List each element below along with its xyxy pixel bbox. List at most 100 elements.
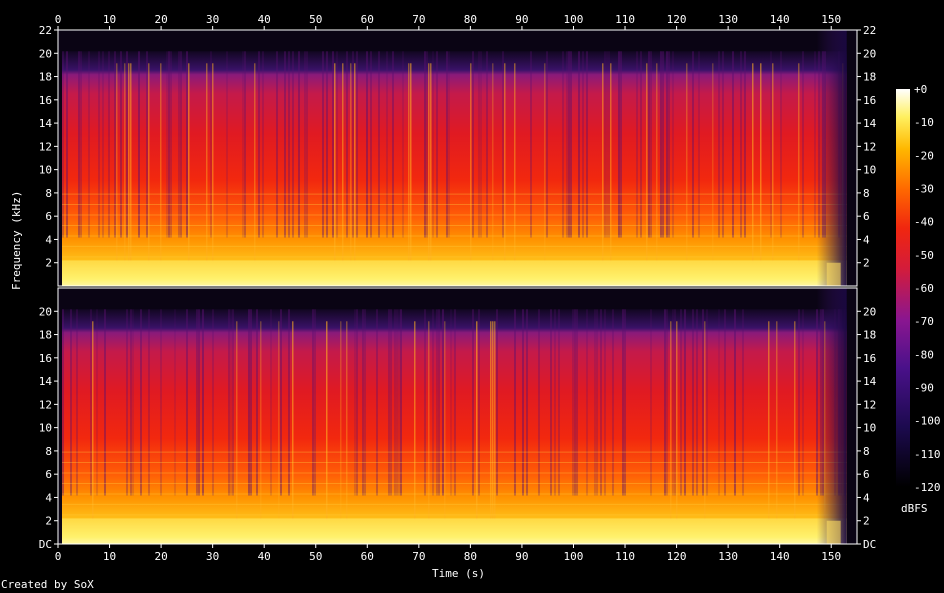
texture-bright-stripe	[656, 63, 658, 262]
texture-dark-stripe	[732, 51, 734, 238]
texture-dark-stripe	[262, 51, 264, 238]
y-tick-label-left: 6	[45, 210, 52, 223]
texture-dark-stripe	[366, 51, 368, 238]
texture-dark-stripe	[692, 51, 694, 238]
texture-bright-stripe	[504, 63, 506, 262]
x-tick-label-bottom: 120	[667, 550, 687, 563]
texture-dark-stripe	[400, 309, 402, 496]
texture-bright-stripe	[292, 321, 294, 520]
y-tick-label-left: 22	[39, 24, 52, 37]
texture-dark-stripe	[284, 51, 286, 238]
y-tick-label-right: 6	[863, 210, 870, 223]
texture-dark-stripe	[740, 51, 742, 238]
texture-dark-stripe	[326, 51, 328, 238]
texture-bright-stripe	[752, 63, 754, 262]
x-tick-label-top: 110	[615, 13, 635, 26]
texture-bright-stripe	[794, 321, 796, 520]
y-tick-label-left: 8	[45, 445, 52, 458]
texture-dark-stripe	[662, 51, 664, 238]
colorbar-tick-label: -100	[914, 415, 941, 428]
texture-dark-stripe	[562, 51, 564, 238]
colorbar-tick-label: -110	[914, 448, 941, 461]
texture-dark-stripe	[624, 309, 626, 496]
texture-dark-stripe	[680, 309, 682, 496]
texture-dark-stripe	[424, 51, 426, 238]
y-tick-label-right: 18	[863, 71, 876, 84]
texture-dark-stripe	[270, 309, 272, 496]
texture-dark-stripe	[210, 51, 212, 238]
colorbar-unit: dBFS	[901, 502, 928, 515]
texture-bright-stripe	[444, 321, 446, 520]
texture-dark-stripe	[780, 51, 782, 238]
texture-bright-stripe	[798, 63, 800, 262]
texture-dark-stripe	[674, 309, 676, 496]
colorbar-tick-label: -90	[914, 382, 934, 395]
texture-dark-stripe	[798, 309, 800, 496]
y-tick-label-left: 18	[39, 71, 52, 84]
texture-bright-stripe	[334, 63, 336, 262]
texture-bright-stripe	[340, 321, 342, 520]
texture-dark-stripe	[582, 51, 584, 238]
colorbar-tick-label: -80	[914, 348, 934, 361]
y-tick-label-left: 16	[39, 94, 52, 107]
texture-dark-stripe	[390, 309, 392, 496]
texture-dark-stripe	[108, 51, 110, 238]
texture-dark-stripe	[650, 309, 652, 496]
texture-dark-stripe	[228, 309, 230, 496]
texture-dark-stripe	[718, 51, 720, 238]
texture-bright-stripe	[428, 63, 430, 262]
spectral-body	[62, 51, 847, 286]
colorbar-tick-label: -60	[914, 282, 934, 295]
texture-dark-stripe	[522, 309, 524, 496]
texture-dark-stripe	[538, 309, 540, 496]
texture-dark-stripe	[496, 309, 498, 496]
texture-dark-stripe	[132, 309, 134, 496]
texture-bright-stripe	[160, 63, 162, 262]
tail-fade	[816, 288, 847, 544]
x-tick-label-top: 60	[361, 13, 374, 26]
texture-dark-stripe	[396, 309, 398, 496]
texture-bright-stripe	[354, 63, 356, 262]
y-axis-label: Frequency (kHz)	[10, 191, 23, 290]
y-tick-label-left: 10	[39, 422, 52, 435]
texture-dark-stripe	[514, 309, 516, 496]
y-tick-label-left: 20	[39, 47, 52, 60]
texture-dark-stripe	[594, 309, 596, 496]
texture-dark-stripe	[576, 309, 578, 496]
texture-dark-stripe	[312, 309, 314, 496]
y-tick-label-left: 6	[45, 468, 52, 481]
y-tick-label-right: 22	[863, 24, 876, 37]
texture-dark-stripe	[138, 51, 140, 238]
texture-dark-stripe	[126, 309, 128, 496]
y-tick-label-left: 16	[39, 352, 52, 365]
panel-frame	[57, 29, 858, 287]
y-tick-label-left: 8	[45, 187, 52, 200]
texture-dark-stripe	[698, 51, 700, 238]
texture-bright-stripe	[410, 63, 412, 262]
low-band	[62, 518, 847, 544]
texture-dark-stripe	[114, 51, 116, 238]
texture-dark-stripe	[292, 51, 294, 238]
texture-bright-stripe	[260, 321, 262, 520]
texture-dark-stripe	[378, 51, 380, 238]
x-tick-label-top: 150	[821, 13, 841, 26]
texture-dark-stripe	[306, 51, 308, 238]
y-tick-label-left: 14	[39, 375, 53, 388]
texture-dark-stripe	[502, 51, 504, 238]
texture-dark-stripe	[90, 309, 92, 496]
y-tick-label-right: 14	[863, 375, 877, 388]
colorbar-tick-label: -120	[914, 481, 941, 494]
texture-dark-stripe	[78, 51, 80, 238]
texture-dark-stripe	[62, 309, 64, 496]
texture-dark-stripe	[130, 309, 132, 496]
y-tick-label-right: 20	[863, 305, 876, 318]
texture-bright-stripe	[514, 63, 516, 262]
y-tick-label-right: 8	[863, 445, 870, 458]
texture-dark-stripe	[298, 51, 300, 238]
texture-bright-stripe	[414, 321, 416, 520]
texture-dark-stripe	[202, 309, 204, 496]
texture-dark-stripe	[66, 51, 68, 238]
y-tick-label-right: 12	[863, 398, 876, 411]
texture-dark-stripe	[744, 51, 746, 238]
texture-dark-stripe	[346, 51, 348, 238]
